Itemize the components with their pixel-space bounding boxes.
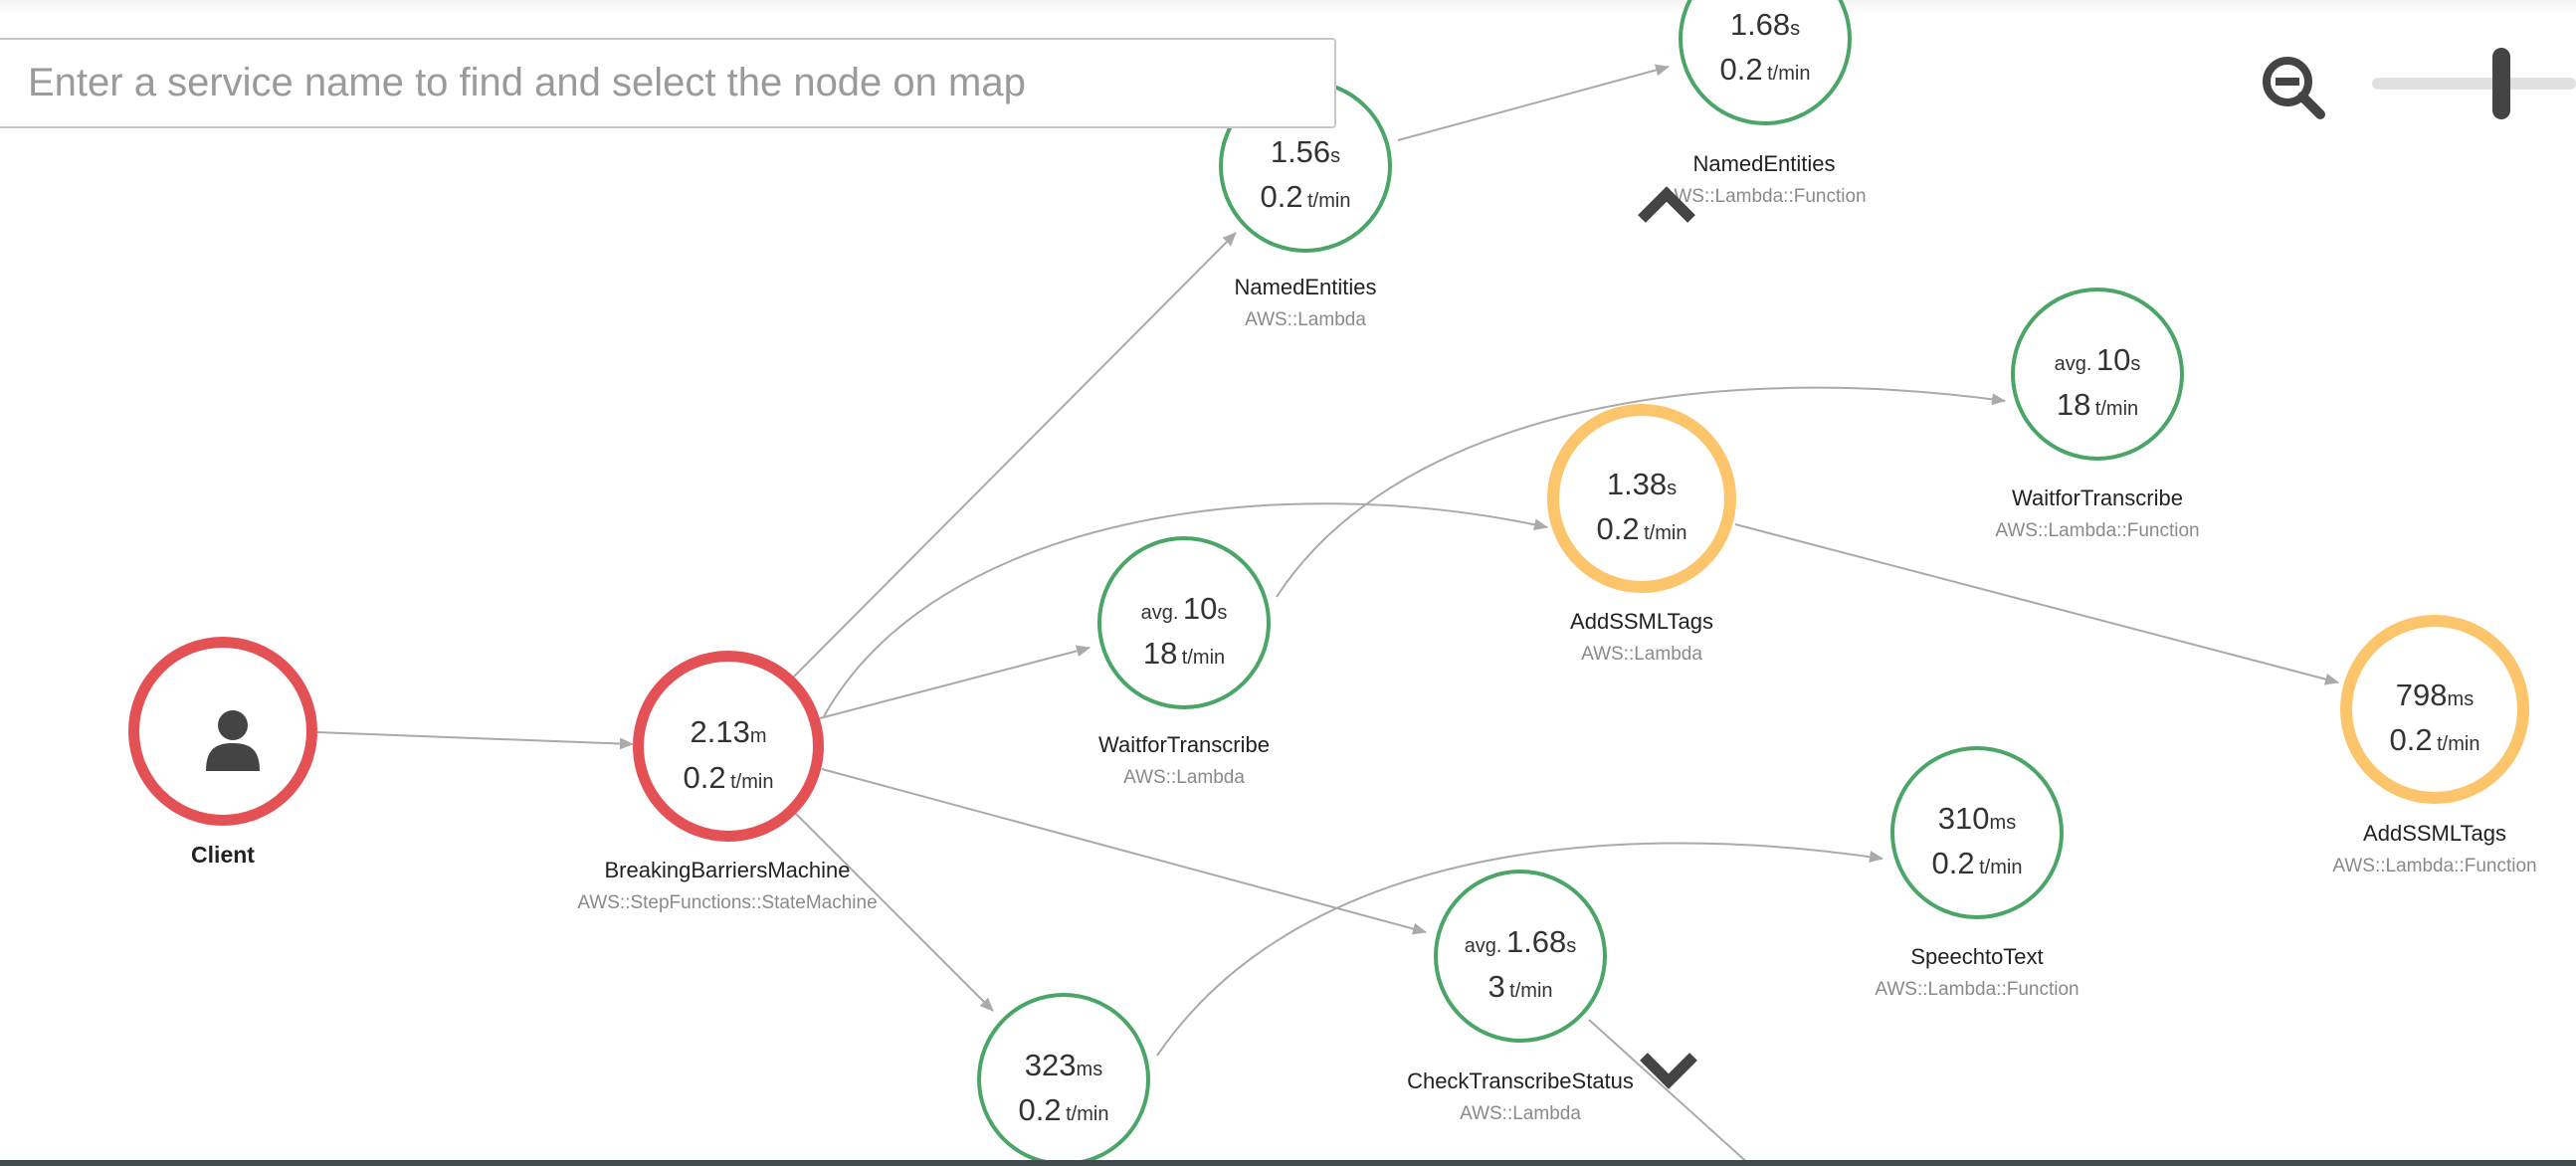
add-ssml-function-circle[interactable]: 798ms 0.2 t/min (2340, 615, 2529, 804)
rate-value: 18 (1142, 636, 1178, 672)
client-circle[interactable] (128, 637, 317, 826)
edge-add-ssml-to-function[interactable] (1734, 523, 2339, 685)
latency-unit: s (2130, 353, 2141, 376)
rate-value: 3 (1487, 969, 1505, 1005)
rate-unit: t/min (1509, 980, 1553, 1003)
rate-unit: t/min (1307, 190, 1351, 213)
node-type: AWS::Lambda::Function (2332, 856, 2537, 876)
latency-value: 2.13 (690, 713, 750, 749)
rate-value: 0.2 (2389, 722, 2433, 758)
edge-speech-bottom-to-speech-to-text[interactable] (1156, 842, 1883, 1057)
latency-unit: s (1566, 935, 1577, 958)
rate-value: 0.2 (1260, 179, 1303, 215)
rate-unit: t/min (1644, 522, 1687, 545)
latency-unit: s (1330, 145, 1341, 168)
rate-unit: t/min (1979, 857, 2023, 879)
chevron-down-icon[interactable] (1640, 1053, 1697, 1090)
latency-value: 1.68 (1729, 7, 1791, 43)
latency-value: 323 (1024, 1048, 1077, 1083)
bottom-edge (0, 1160, 2576, 1166)
speech-to-text-circle[interactable]: 310ms 0.2 t/min (1890, 746, 2064, 919)
node-type: AWS::Lambda (1245, 309, 1366, 330)
latency-value: 798 (2395, 678, 2448, 713)
service-search-input[interactable] (0, 40, 1334, 126)
edge-check-transcribe-offscreen[interactable] (1588, 1019, 1752, 1166)
rate-value: 0.2 (1719, 52, 1763, 88)
wait-transcribe-function-circle[interactable]: avg. 10s 18 t/min (2011, 288, 2184, 461)
rate-value: 0.2 (683, 759, 726, 795)
edge-breaking-barriers-to-wait-transcribe[interactable] (819, 645, 1090, 719)
node-name: BreakingBarriersMachine (604, 858, 851, 882)
node-name: NamedEntities (1234, 275, 1377, 299)
rate-value: 0.2 (1931, 846, 1975, 881)
node-name: NamedEntities (1692, 151, 1836, 176)
check-transcribe-circle[interactable]: avg. 1.68s 3 t/min (1434, 870, 1607, 1043)
edge-breaking-barriers-to-named-entities[interactable] (793, 232, 1237, 678)
bottom-service-circle[interactable]: 323ms 0.2 t/min (977, 993, 1150, 1166)
latency-value: 1.38 (1606, 467, 1668, 502)
user-icon (206, 710, 260, 771)
zoom-slider-track[interactable] (2372, 78, 2576, 90)
node-type: AWS::Lambda::Function (1995, 520, 2200, 541)
latency-value: 310 (1937, 801, 1990, 837)
rate-unit: t/min (1181, 647, 1226, 670)
latency-value: 10 (1182, 591, 1218, 627)
node-type: AWS::StepFunctions::StateMachine (577, 892, 878, 913)
rate-unit: t/min (2094, 398, 2139, 421)
latency-value: 1.56 (1270, 134, 1331, 170)
latency-unit: s (1790, 18, 1801, 41)
avg-prefix: avg. (1464, 935, 1502, 958)
node-type: AWS::Lambda::Function (1662, 186, 1867, 207)
node-type: AWS::Lambda (1123, 767, 1245, 788)
rate-unit: t/min (1066, 1103, 1109, 1126)
node-name: AddSSMLTags (2363, 821, 2506, 846)
avg-prefix: avg. (1140, 602, 1179, 625)
latency-unit: ms (1989, 812, 2017, 835)
edge-breaking-barriers-to-check-transcribe[interactable] (821, 768, 1427, 935)
client-label: Client (191, 842, 255, 868)
service-search-box[interactable] (0, 38, 1336, 128)
edge-client-to-breaking-barriers[interactable] (315, 731, 634, 750)
latency-unit: m (749, 724, 767, 747)
node-name: WaitforTranscribe (1098, 732, 1270, 757)
wait-transcribe-lambda-circle[interactable]: avg. 10s 18 t/min (1097, 536, 1271, 709)
latency-unit: ms (2447, 688, 2475, 711)
node-name: CheckTranscribeStatus (1407, 1069, 1634, 1093)
node-name: SpeechtoText (1910, 944, 2044, 969)
latency-value: 10 (2095, 342, 2131, 378)
latency-unit: s (1667, 478, 1678, 500)
rate-value: 0.2 (1018, 1092, 1062, 1128)
rate-value: 0.2 (1596, 511, 1640, 547)
latency-unit: ms (1076, 1059, 1103, 1081)
rate-unit: t/min (2437, 733, 2480, 756)
zoom-slider-thumb[interactable] (2492, 48, 2510, 119)
rate-unit: t/min (730, 770, 774, 793)
latency-value: 1.68 (1505, 924, 1567, 960)
node-type: AWS::Lambda (1581, 644, 1702, 665)
node-type: AWS::Lambda::Function (1875, 979, 2080, 1000)
add-ssml-lambda-circle[interactable]: 1.38s 0.2 t/min (1547, 404, 1736, 593)
rate-value: 18 (2056, 387, 2091, 423)
edge-wait-transcribe-to-function[interactable] (1276, 386, 2006, 598)
rate-unit: t/min (1767, 63, 1811, 86)
node-type: AWS::Lambda (1460, 1103, 1581, 1124)
latency-unit: s (1217, 602, 1228, 625)
node-name: WaitforTranscribe (2012, 486, 2183, 510)
edge-breaking-barriers-to-add-ssml[interactable] (823, 502, 1548, 717)
edge-named-entities-to-function[interactable] (1397, 64, 1670, 141)
zoom-slider[interactable] (2372, 48, 2576, 119)
chevron-up-icon[interactable] (1638, 185, 1695, 223)
edge-breaking-barriers-to-speech-bottom[interactable] (792, 810, 994, 1012)
avg-prefix: avg. (2054, 353, 2092, 376)
zoom-out-icon[interactable] (2261, 55, 2326, 120)
breaking-barriers-circle[interactable]: 2.13m 0.2 t/min (633, 651, 824, 842)
node-name: AddSSMLTags (1570, 609, 1713, 634)
top-edge (0, 0, 2576, 14)
